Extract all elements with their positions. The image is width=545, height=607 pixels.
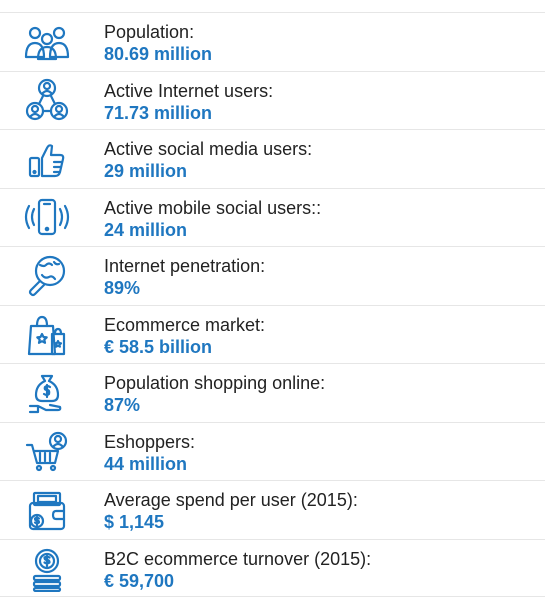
stat-row-population: Population: 80.69 million (0, 12, 545, 71)
stat-text: Active mobile social users:: 24 million (104, 197, 321, 241)
stat-value: 24 million (104, 219, 188, 240)
stat-value: 29 million (104, 161, 188, 181)
stat-value: 44 million (104, 453, 188, 474)
stat-text: Average spend per user (2015): $ 1,145 (104, 489, 358, 533)
stat-text: Ecommerce market: € 58.5 billion (104, 314, 265, 358)
coin-stack-icon (18, 546, 76, 592)
shopping-bags-icon (18, 312, 76, 358)
stat-text: Population: 80.69 million (104, 21, 212, 65)
network-users-icon (18, 78, 76, 124)
stat-label: Average spend per user (2015): (104, 490, 358, 510)
stat-row-eshoppers: Eshoppers: 44 million (0, 421, 545, 481)
shopping-cart-user-icon (18, 429, 76, 475)
stat-text: Active social media users: 29 million (104, 138, 312, 182)
stat-row-b2c-turnover: B2C ecommerce turnover (2015): € 59,700 (0, 538, 545, 597)
stats-list: Population: 80.69 million Active Interne… (0, 12, 545, 597)
stat-row-ecommerce-market: Ecommerce market: € 58.5 billion (0, 304, 545, 364)
stat-value: € 59,700 (104, 570, 175, 591)
stat-label: Ecommerce market: (104, 314, 266, 335)
stat-value: 80.69 million (104, 44, 213, 64)
stat-label: Active social media users: (104, 139, 313, 159)
globe-magnifier-icon (18, 253, 76, 299)
stat-row-social-media-users: Active social media users: 29 million (0, 129, 545, 188)
stat-text: Internet penetration: 89% (104, 255, 265, 299)
stat-label: Active Internet users: (104, 80, 274, 101)
stat-value: 71.73 million (104, 102, 213, 123)
stat-label: Active mobile social users:: (104, 197, 322, 218)
stat-label: B2C ecommerce turnover (2015): (104, 548, 372, 569)
stat-label: Internet penetration: (104, 256, 266, 276)
money-bag-hand-icon (18, 370, 76, 416)
stat-value: $ 1,145 (104, 512, 165, 532)
people-group-icon (18, 19, 76, 65)
stat-label: Population shopping online: (104, 373, 326, 393)
stat-value: 89% (104, 278, 141, 298)
stat-text: B2C ecommerce turnover (2015): € 59,700 (104, 548, 371, 592)
stat-text: Population shopping online: 87% (104, 372, 325, 416)
stat-label: Eshoppers: (104, 431, 196, 452)
stat-row-internet-penetration: Internet penetration: 89% (0, 246, 545, 305)
stat-value: 87% (104, 395, 141, 415)
stat-row-average-spend: Average spend per user (2015): $ 1,145 (0, 480, 545, 539)
stat-text: Eshoppers: 44 million (104, 431, 195, 475)
stat-row-mobile-social-users: Active mobile social users:: 24 million (0, 187, 545, 247)
thumbs-up-phone-icon (18, 136, 76, 182)
stat-text: Active Internet users: 71.73 million (104, 80, 273, 124)
stat-row-shopping-online: Population shopping online: 87% (0, 363, 545, 422)
wallet-icon (18, 487, 76, 533)
vibrating-phone-icon (18, 195, 76, 241)
stat-value: € 58.5 billion (104, 336, 213, 357)
stat-label: Population: (104, 22, 195, 42)
stat-row-internet-users: Active Internet users: 71.73 million (0, 70, 545, 130)
